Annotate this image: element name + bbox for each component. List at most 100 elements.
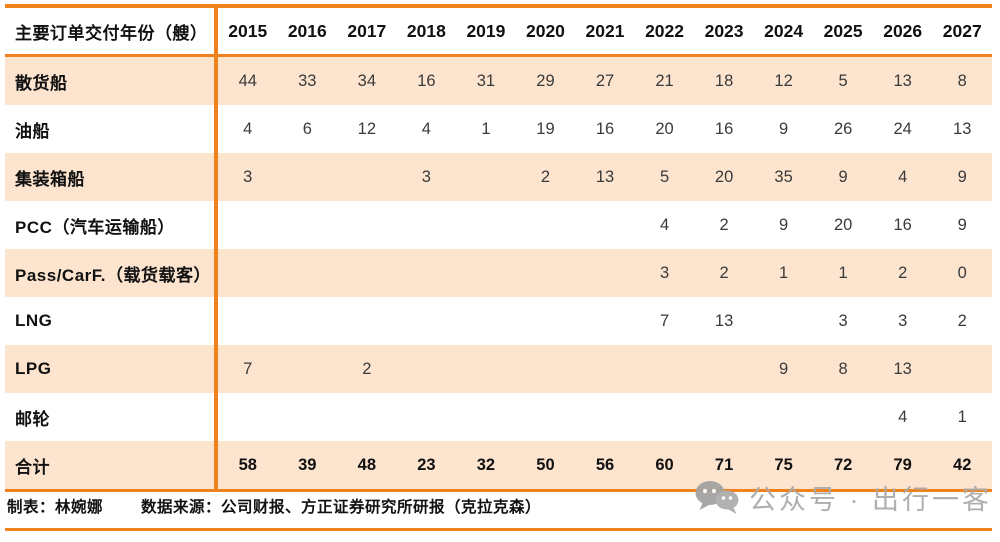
- year-header: 2027: [942, 20, 982, 41]
- cell-value: 21: [655, 71, 674, 90]
- wechat-icon: [695, 480, 739, 514]
- cell-value: [516, 249, 576, 297]
- table-row-lng: LNG 7 13 3 3 2: [5, 297, 992, 345]
- year-header: 2020: [525, 20, 565, 41]
- year-header: 2016: [287, 20, 327, 41]
- cell-value: [754, 393, 814, 441]
- cell-value: [278, 345, 338, 393]
- row-label: PCC（汽车运输船）: [5, 201, 218, 249]
- cell-value: 48: [357, 455, 377, 474]
- cell-value: [516, 201, 576, 249]
- cell-value: 13: [893, 71, 912, 90]
- watermark-text: 公众号 · 出行一客: [749, 485, 992, 515]
- cell-value: [516, 393, 576, 441]
- cell-value: 19: [536, 119, 555, 138]
- cell-value: 26: [833, 119, 853, 138]
- cell-value: 9: [779, 119, 789, 138]
- cell-value: 9: [779, 359, 789, 378]
- cell-value: 4: [898, 407, 908, 426]
- footnote-maker: 制表：林婉娜: [7, 499, 104, 516]
- cell-value: [694, 393, 754, 441]
- cell-value: [278, 201, 338, 249]
- cell-value: 2: [719, 215, 729, 234]
- cell-value: 60: [655, 455, 674, 474]
- table-title-cell: 主要订单交付年份（艘）: [5, 8, 218, 54]
- year-header: 2024: [764, 20, 804, 41]
- cell-value: 3: [838, 311, 848, 330]
- cell-value: 2: [540, 167, 551, 186]
- cell-value: 75: [774, 455, 793, 474]
- table-row-lpg: LPG 7 2 9 8 13: [5, 345, 992, 393]
- cell-value: 2: [898, 263, 908, 282]
- table-row-tanker: 油船 4 6 12 4 1 19 16 20 16 9 26 24 13: [5, 105, 992, 153]
- cell-value: [932, 345, 992, 393]
- cell-value: [278, 393, 338, 441]
- cell-value: 71: [714, 455, 734, 474]
- cell-value: 56: [595, 455, 615, 474]
- cell-value: 44: [238, 71, 257, 90]
- footnote: 制表：林婉娜 数据来源：公司财报、方正证券研究所研报（克拉克森）: [7, 495, 541, 517]
- cell-value: [337, 297, 397, 345]
- cell-value: [516, 297, 576, 345]
- cell-value: 33: [298, 71, 317, 90]
- cell-value: 20: [714, 167, 734, 186]
- cell-value: [278, 249, 338, 297]
- cell-value: 72: [833, 455, 853, 474]
- cell-value: 1: [838, 263, 848, 282]
- cell-value: [694, 345, 754, 393]
- cell-value: 3: [243, 167, 253, 186]
- cell-value: [516, 345, 576, 393]
- year-header: 2023: [704, 20, 744, 41]
- row-label: LNG: [5, 297, 218, 345]
- row-label: 油船: [5, 105, 218, 153]
- cell-value: [278, 153, 338, 201]
- cell-value: 7: [243, 359, 253, 378]
- table-row-bulk-carrier: 散货船 44 33 34 16 31 29 27 21 18 12 5 13 8: [5, 57, 992, 105]
- cell-value: [397, 393, 457, 441]
- cell-value: [337, 249, 397, 297]
- cell-value: 6: [302, 119, 312, 138]
- row-label: 集装箱船: [5, 153, 218, 201]
- table-row-cruise: 邮轮 4 1: [5, 393, 992, 441]
- cell-value: [635, 345, 695, 393]
- cell-value: 13: [714, 311, 734, 330]
- cell-value: [575, 201, 635, 249]
- cell-value: 5: [659, 167, 670, 186]
- cell-value: 13: [595, 167, 615, 186]
- year-header: 2022: [645, 20, 684, 41]
- cell-value: 8: [957, 71, 967, 90]
- cell-value: 42: [953, 455, 972, 474]
- row-label: LPG: [5, 345, 218, 393]
- cell-value: 34: [357, 71, 377, 90]
- table-row-total: 合计 58 39 48 23 32 50 56 60 71 75 72 79 4…: [5, 441, 992, 489]
- cell-value: 9: [838, 167, 848, 186]
- cell-value: 23: [417, 455, 436, 474]
- cell-value: [218, 297, 278, 345]
- cell-value: 12: [774, 71, 793, 90]
- cell-value: [397, 201, 457, 249]
- cell-value: 20: [833, 215, 853, 234]
- cell-value: [575, 249, 635, 297]
- cell-value: 79: [893, 455, 912, 474]
- table-header-row: 主要订单交付年份（艘） 2015 2016 2017 2018 2019 202…: [5, 8, 992, 57]
- year-header: 2015: [228, 20, 268, 41]
- cell-value: 1: [779, 263, 789, 282]
- row-label: 散货船: [5, 57, 218, 105]
- cell-value: 13: [893, 359, 912, 378]
- cell-value: 12: [357, 119, 377, 138]
- row-label: Pass/CarF.（载货载客）: [5, 249, 218, 297]
- cell-value: [218, 249, 278, 297]
- cell-value: [397, 249, 457, 297]
- row-label: 邮轮: [5, 393, 218, 441]
- table-row-container-ship: 集装箱船 3 3 2 13 5 20 35 9 4 9: [5, 153, 992, 201]
- orders-table: 主要订单交付年份（艘） 2015 2016 2017 2018 2019 202…: [5, 4, 992, 492]
- cell-value: 0: [957, 263, 967, 282]
- cell-value: [397, 297, 457, 345]
- cell-value: 9: [779, 215, 789, 234]
- cell-value: 31: [476, 71, 496, 90]
- cell-value: 3: [898, 311, 908, 330]
- watermark: 公众号 · 出行一客: [694, 478, 992, 517]
- cell-value: 16: [595, 119, 615, 138]
- cell-value: [397, 345, 457, 393]
